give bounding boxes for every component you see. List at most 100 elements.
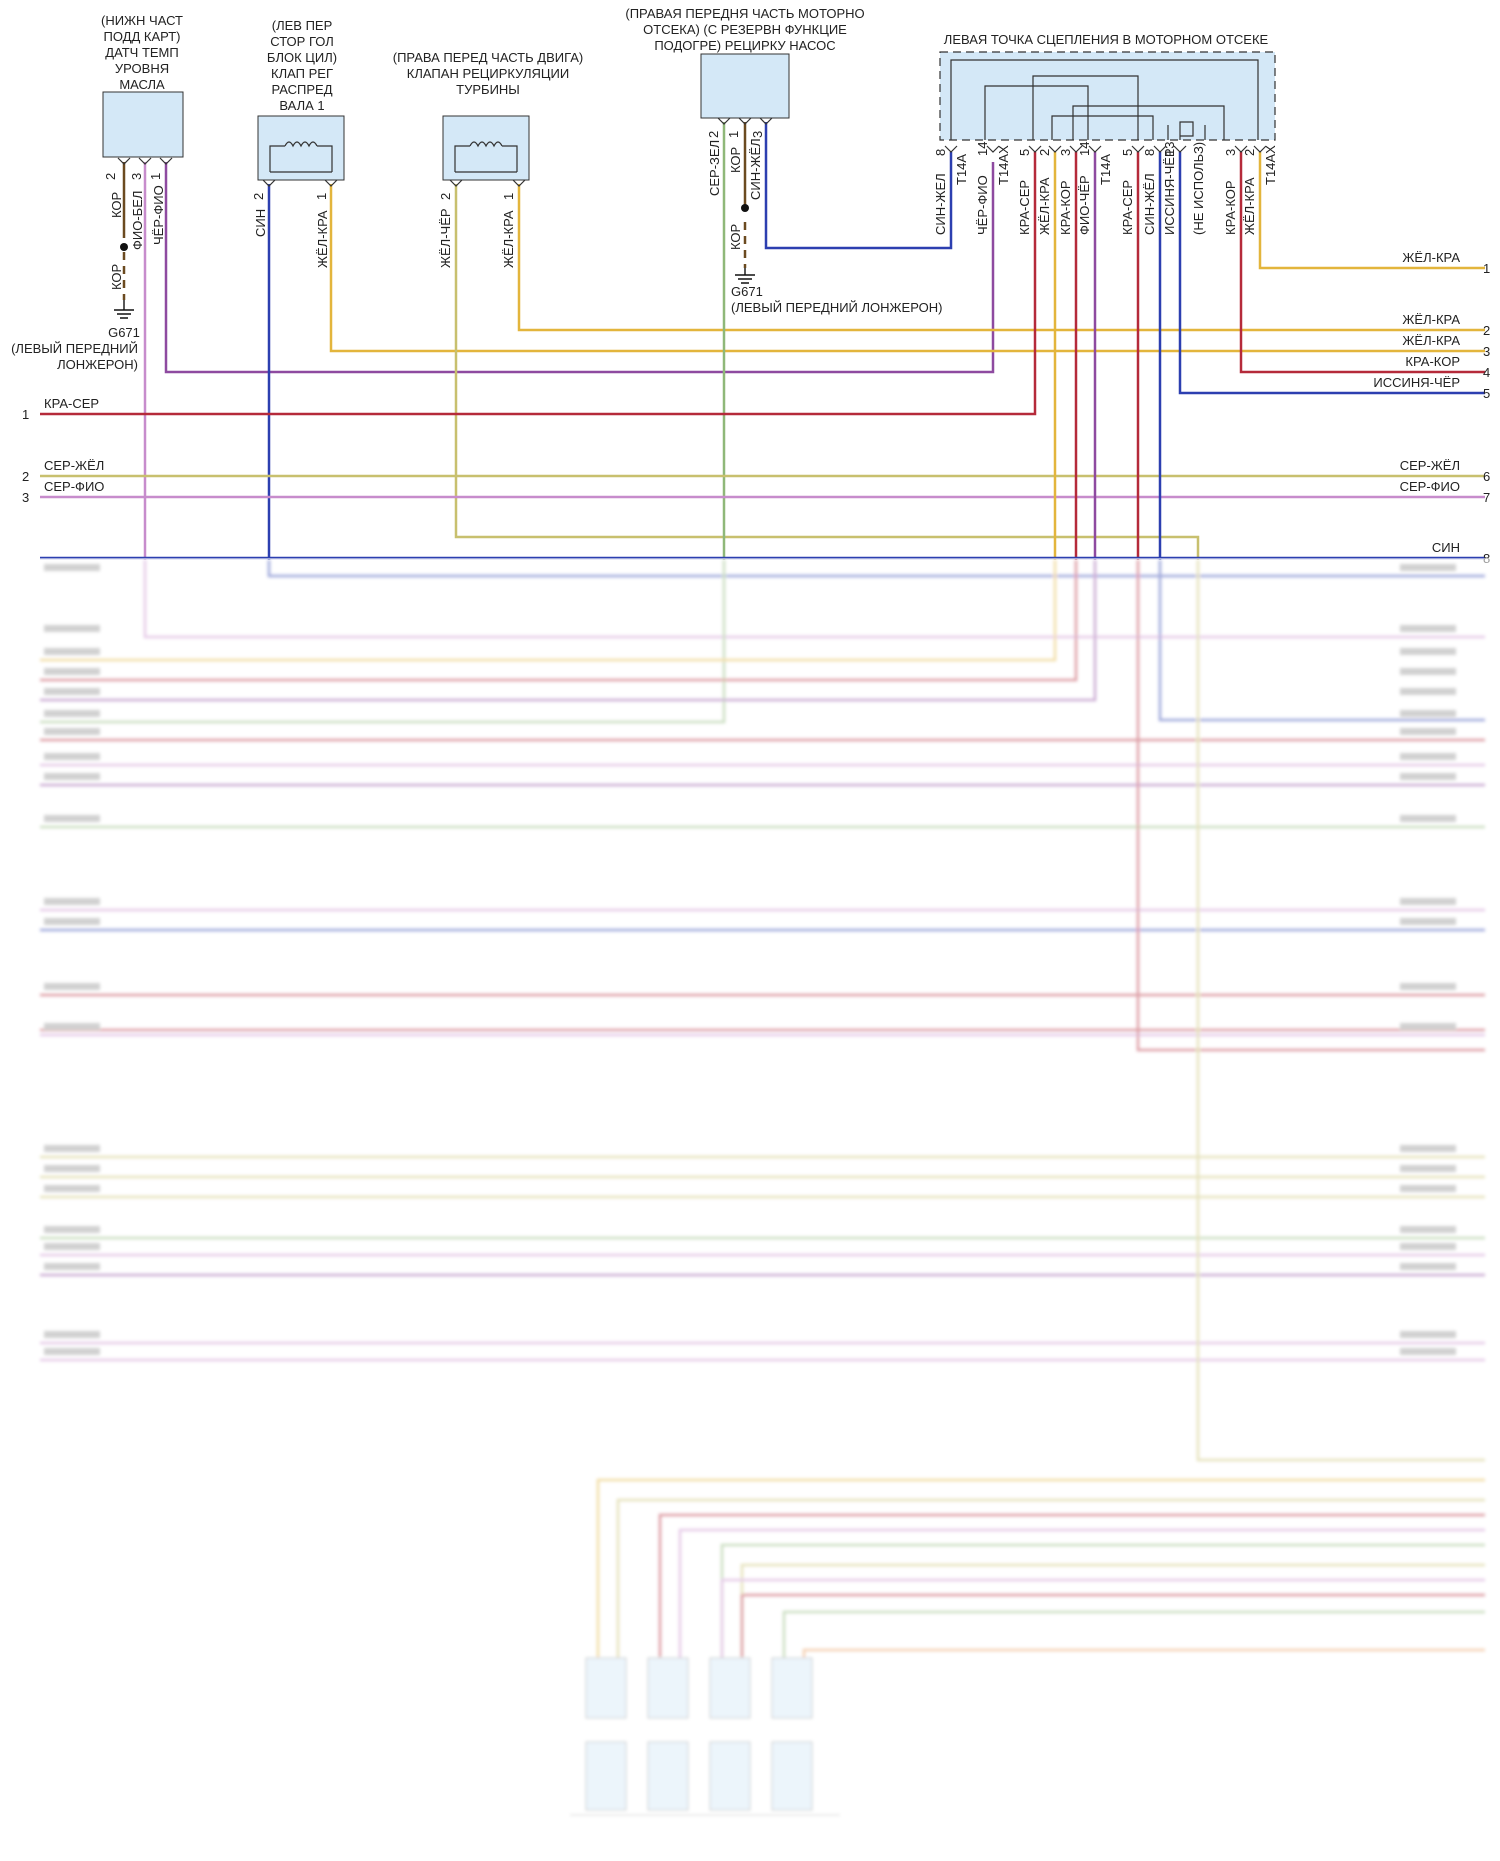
blurred-label: [1400, 1331, 1456, 1338]
blurred-label: [44, 564, 100, 571]
connector-wire-label: ЧЁР-ФИО: [975, 175, 990, 235]
cam-valve-label-5: РАСПРЕД: [271, 82, 332, 97]
blurred-label: [44, 648, 100, 655]
oil-sensor-label-2: ПОДД КАРТ): [104, 29, 181, 44]
cam-valve-box: [257, 115, 345, 181]
blurred-label: [1400, 1185, 1456, 1192]
turbo-wire-label-2: ЖЁЛ-КРА: [501, 210, 516, 268]
oil-wire-label-1: КОР: [109, 192, 124, 218]
right-line-label: КРА-КОР: [1405, 354, 1460, 369]
connector-wire-label: ФИО-ЧЁР: [1077, 175, 1092, 235]
blurred-label: [1400, 815, 1456, 822]
connector-code: T14A: [1098, 154, 1113, 185]
ground-1-line-2: ЛОНЖЕРОН): [57, 357, 138, 372]
pump-component: (ПРАВАЯ ПЕРЕДНЯ ЧАСТЬ МОТОРНО ОТСЕКА) (С…: [625, 6, 864, 138]
oil-sensor-pin-2: 2: [103, 173, 118, 180]
oil-sensor-label-5: МАСЛА: [119, 77, 165, 92]
left-line-label: СЕР-ЖЁЛ: [44, 458, 104, 473]
connector-code: T14A: [954, 154, 969, 185]
turbo-valve-label-2: КЛАПАН РЕЦИРКУЛЯЦИИ: [407, 66, 569, 81]
blurred-label: [44, 1145, 100, 1152]
blur-wire-8: [1158, 560, 1485, 722]
ground-2-label: (ЛЕВЫЙ ПЕРЕДНИЙ ЛОНЖЕРОН): [731, 300, 942, 315]
oil-sensor-pin-3: 3: [129, 173, 144, 180]
blurred-label: [44, 1165, 100, 1172]
blurred-label: [1400, 898, 1456, 905]
blurred-label: [1400, 1243, 1456, 1250]
connector-pin: 8: [933, 149, 948, 156]
blur-wire-2: [267, 560, 1485, 578]
left-line-number: 1: [22, 407, 29, 422]
connector-wire-label: КРА-СЕР: [1120, 180, 1135, 235]
right-line-labels: ЖЁЛ-КРА 1 ЖЁЛ-КРА 2 ЖЁЛ-КРА 3 КРА-КОР 4 ИССИНЯ-Ч…: [1373, 250, 1490, 566]
connector-pin: 2: [1037, 149, 1052, 156]
connector-pin: 5: [1120, 149, 1135, 156]
connector-wire-label: (НЕ ИСПОЛЬЗ): [1191, 142, 1206, 235]
left-line-number: 2: [22, 469, 29, 484]
blurred-label: [44, 625, 100, 632]
right-line-label: ИССИНЯ-ЧЁР: [1373, 375, 1460, 390]
blurred-label: [44, 1185, 100, 1192]
connector-code: T14AX: [1263, 145, 1278, 185]
wire-left-1: [40, 152, 1037, 416]
splice-dot-icon: [741, 204, 749, 212]
blurred-label: [1400, 753, 1456, 760]
right-line-number: 3: [1483, 344, 1490, 359]
connector-wire-label: ИССИНЯ-ЧЁР: [1162, 148, 1177, 235]
turbo-valve-box: [442, 115, 530, 181]
wire-turbo-zhel-cher: [454, 184, 1200, 560]
pump-label-3: ПОДОГРЕ) РЕЦИРКУ НАСОС: [654, 38, 835, 53]
oil-sensor-label-3: ДАТЧ ТЕМП: [105, 45, 178, 60]
blurred-label: [1400, 983, 1456, 990]
wire-pump-sin-zhel: [764, 122, 953, 250]
blurred-label: [44, 898, 100, 905]
blurred-label: [44, 710, 100, 717]
blurred-label: [44, 773, 100, 780]
blurred-label: [44, 668, 100, 675]
pump-wire-label-3: СИН-ЖЁЛ: [748, 138, 763, 200]
cam-valve-label-6: ВАЛА 1: [279, 98, 324, 113]
ground-1-id: G671: [108, 325, 140, 340]
blurred-label: [1400, 1348, 1456, 1355]
pin-arrows: [117, 117, 1267, 187]
right-line-label: СЕР-ЖЁЛ: [1400, 458, 1460, 473]
wire-oil-cher-fio: [164, 162, 995, 374]
right-line-number: 5: [1483, 386, 1490, 401]
cam-valve-pin-1: 1: [314, 193, 329, 200]
pump-ground-wire-label: КОР: [728, 224, 743, 250]
wire-right-4: [1239, 152, 1485, 374]
oil-sensor-pin-1: 1: [148, 173, 163, 180]
right-line-label: ЖЁЛ-КРА: [1402, 312, 1460, 327]
wire-turbo-zhel-kra: [517, 184, 1485, 332]
blur-wire-1: [143, 560, 1485, 639]
turbo-valve-label-3: ТУРБИНЫ: [456, 82, 520, 97]
cam-wire-label-2: ЖЁЛ-КРА: [315, 210, 330, 268]
cam-valve-coil-icon: [269, 141, 333, 173]
connector-wire-label: СИН-ЖЁЛ: [1142, 173, 1157, 235]
blurred-text-blocks: [44, 564, 1456, 1355]
pump-label-2: ОТСЕКА) (С РЕЗЕРВН ФУНКЦИЕ: [643, 22, 847, 37]
pump-wire-label-1: СЕР-ЗЕЛ: [707, 140, 722, 196]
blurred-label: [1400, 710, 1456, 717]
blurred-label: [44, 1023, 100, 1030]
blur-wire-11: [616, 1498, 1485, 1680]
blur-wire-3: [40, 560, 726, 724]
wire-right-1: [1258, 152, 1485, 270]
blurred-label: [44, 983, 100, 990]
left-line-number: 3: [22, 490, 29, 505]
cam-valve-label-2: СТОР ГОЛ: [270, 34, 334, 49]
blurred-lower-section: [40, 560, 1485, 1816]
oil-sensor-box: [102, 91, 184, 158]
pump-wire-label-2: КОР: [728, 147, 743, 173]
pump-label-1: (ПРАВАЯ ПЕРЕДНЯ ЧАСТЬ МОТОРНО: [625, 6, 864, 21]
ground-icon: [735, 268, 755, 284]
oil-wire-label-3: ЧЁР-ФИО: [151, 185, 166, 245]
connector-component: ЛЕВАЯ ТОЧКА СЦЕПЛЕНИЯ В МОТОРНОМ ОТСЕКЕ: [939, 32, 1276, 141]
pump-pin-3: 3: [750, 131, 765, 138]
blurred-label: [44, 753, 100, 760]
camshaft-valve-component: (ЛЕВ ПЕР СТОР ГОЛ БЛОК ЦИЛ) КЛАП РЕГ РАС…: [251, 18, 345, 200]
wire-right-5: [1178, 152, 1485, 395]
blurred-label: [1400, 688, 1456, 695]
oil-wire-label-2: ФИО-БЕЛ: [130, 191, 145, 250]
